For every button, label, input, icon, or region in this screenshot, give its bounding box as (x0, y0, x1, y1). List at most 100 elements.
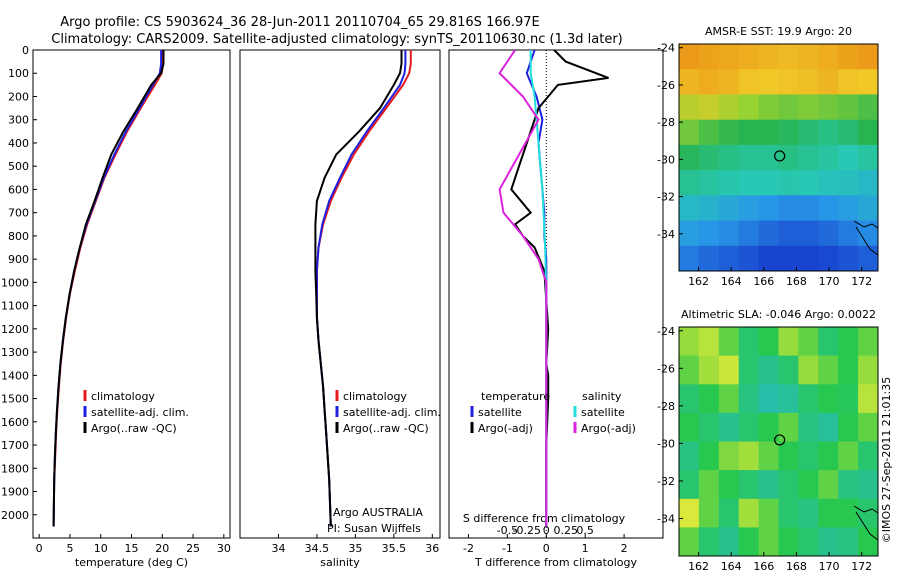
map-cell (778, 44, 799, 70)
y-tick-label: 200 (8, 90, 29, 103)
float-location-marker (774, 434, 786, 446)
map-cell (758, 170, 780, 196)
map-cell (718, 170, 740, 196)
plot-frame (239, 49, 441, 539)
series-line-t_argo (510, 50, 609, 527)
map-cell (798, 527, 819, 556)
map-cell (698, 119, 720, 146)
map-cell (818, 470, 839, 500)
map-cell (798, 69, 819, 95)
map-cell (798, 355, 819, 385)
map-cell (798, 144, 819, 171)
map-cell (838, 527, 859, 556)
map-cell (818, 220, 839, 247)
map-x-tick-label: 166 (753, 275, 774, 288)
map-cell (858, 327, 878, 357)
map-cell (758, 384, 780, 414)
map-cell (718, 441, 740, 471)
map-cell (818, 69, 839, 95)
series-group (498, 50, 609, 527)
map-cell (718, 384, 740, 414)
map-cell (778, 220, 799, 247)
map-cell (778, 170, 799, 196)
map-cell (679, 527, 700, 556)
x-tick-label: 2 (621, 542, 628, 555)
map-cell (798, 245, 819, 271)
coastline (853, 505, 878, 541)
map-cell (838, 470, 859, 500)
map-cell (679, 69, 700, 95)
map-y-tick-label: -24 (657, 42, 675, 55)
y-tick-label: 1100 (1, 300, 29, 313)
map-cell (679, 195, 700, 222)
x-tick-label: 0 (36, 542, 43, 555)
map-cell (858, 94, 878, 121)
series-line-argo (52, 50, 165, 527)
sla-map: Altimetric SLA: -0.046 Argo: 0.0022 162 16… (657, 308, 879, 573)
map-cell (758, 498, 780, 528)
x-axis-label: temperature (deg C) (75, 556, 188, 569)
y-tick-label: 900 (8, 253, 29, 266)
map-cell (838, 327, 859, 357)
map-cell (698, 144, 720, 171)
map-cell (838, 355, 859, 385)
map-cell (758, 220, 780, 247)
sst-map: AMSR-E SST: 19.9 Argo: 20 162 164 166 168 170… (657, 25, 879, 288)
map-cell (679, 441, 700, 471)
map-cell (838, 220, 859, 247)
map-cell (738, 44, 760, 70)
legend-label-argo: Argo(..raw -QC) (343, 422, 429, 435)
map-x-tick-label: 162 (688, 275, 709, 288)
argo-country-label: Argo AUSTRALIA (333, 506, 423, 519)
map-frame (678, 43, 879, 272)
map-cell (758, 441, 780, 471)
map-y-tick-label: -32 (657, 475, 675, 488)
series-line-argo (314, 50, 403, 527)
map-cell (798, 441, 819, 471)
map-cell (778, 441, 799, 471)
map-cell (718, 119, 740, 146)
map-cell (858, 384, 878, 414)
map-x-tick-label: 162 (688, 560, 709, 573)
map-cell (778, 69, 799, 95)
map-cell (738, 355, 760, 385)
map-cell (798, 94, 819, 121)
y-tick-label: 100 (8, 67, 29, 80)
map-cell (778, 527, 799, 556)
map-x-tick-label: 166 (753, 560, 774, 573)
plot-frame (448, 49, 664, 539)
map-cell (679, 327, 700, 357)
map-y-tick-label: -30 (657, 153, 675, 166)
map-cell (679, 245, 700, 271)
x2-tick-label: -0.5 (497, 524, 518, 537)
map-cell (818, 94, 839, 121)
y-tick-label: 400 (8, 137, 29, 150)
map-cell (698, 69, 720, 95)
map-cell (679, 498, 700, 528)
legend-label-s_satellite: satellite (581, 406, 625, 419)
y-tick-label: 2000 (1, 509, 29, 522)
y-tick-label: 300 (8, 114, 29, 127)
x2-tick-label: 0.5 (576, 524, 594, 537)
map-cell (778, 144, 799, 171)
y-tick-label: 700 (8, 207, 29, 220)
map-cell (838, 94, 859, 121)
map-cell (778, 195, 799, 222)
map-cell (798, 44, 819, 70)
map-cell (858, 245, 878, 271)
map-cell (718, 355, 740, 385)
timestamp-watermark: ©IMOS 27-Sep-2011 21:01:35 (880, 377, 893, 543)
map-cell (679, 220, 700, 247)
map-cell (798, 170, 819, 196)
map-cell (698, 170, 720, 196)
map-cell (858, 44, 878, 70)
x-tick-label: 0 (543, 542, 550, 555)
y-tick-label: 1500 (1, 393, 29, 406)
map-cell (718, 327, 740, 357)
map-cell (798, 412, 819, 443)
map-cell (818, 412, 839, 443)
map-cell (738, 527, 760, 556)
legend-label-climatology: climatology (343, 390, 407, 403)
map-cell (758, 195, 780, 222)
